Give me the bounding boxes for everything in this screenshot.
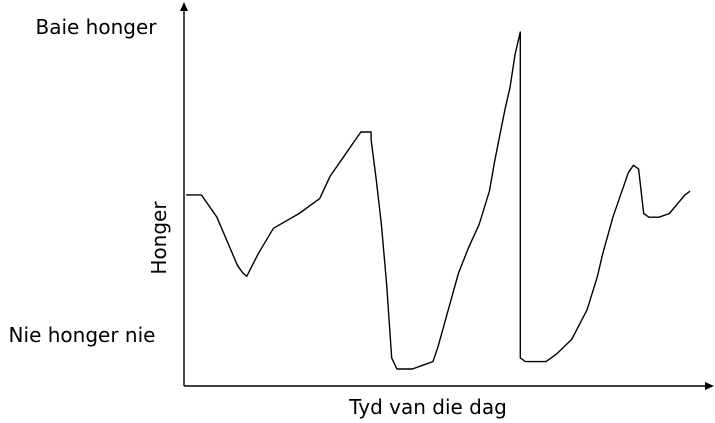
x-axis-label: Tyd van die dag [348,395,507,419]
y-axis-arrow [180,2,188,11]
y-top-label: Baie honger [35,15,157,39]
axes [180,2,714,390]
x-axis-arrow [705,382,714,390]
y-axis-label: Honger [147,201,171,275]
series-line-hunger [186,31,691,370]
y-bottom-label: Nie honger nie [9,323,156,347]
